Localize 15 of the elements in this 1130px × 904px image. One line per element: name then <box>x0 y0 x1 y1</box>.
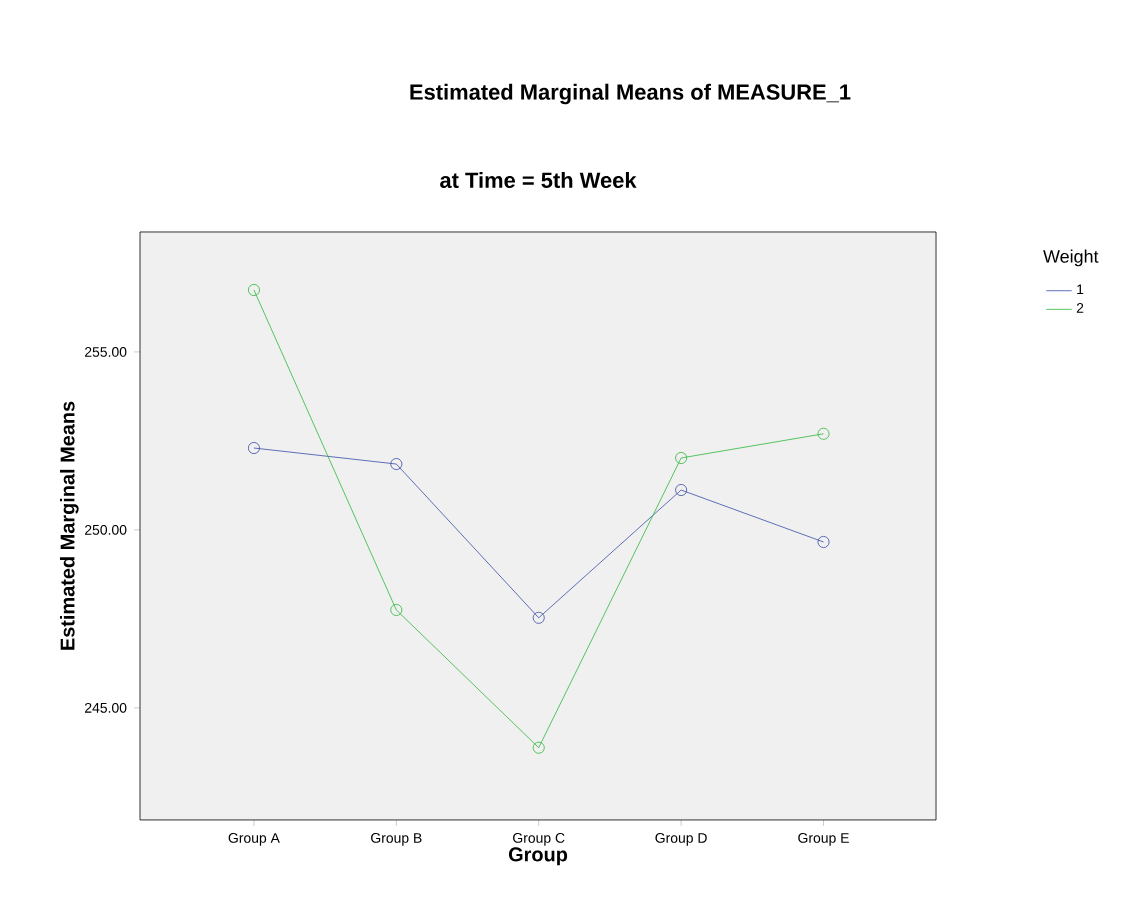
point <box>390 458 403 471</box>
chart-subtitle: at Time = 5th Week <box>440 171 637 189</box>
point <box>532 741 545 754</box>
point <box>817 535 830 548</box>
legend-title: Weight <box>1043 249 1099 267</box>
point <box>390 603 403 616</box>
x-axis-title: Group <box>508 847 568 866</box>
point <box>247 442 260 455</box>
point <box>532 611 545 624</box>
point <box>675 451 688 464</box>
point <box>247 283 260 296</box>
y-axis-title: Estimated Marginal Means <box>59 401 79 650</box>
point <box>675 484 688 497</box>
chart-title: Estimated Marginal Means of MEASURE_1 <box>410 83 851 105</box>
point <box>817 427 830 440</box>
